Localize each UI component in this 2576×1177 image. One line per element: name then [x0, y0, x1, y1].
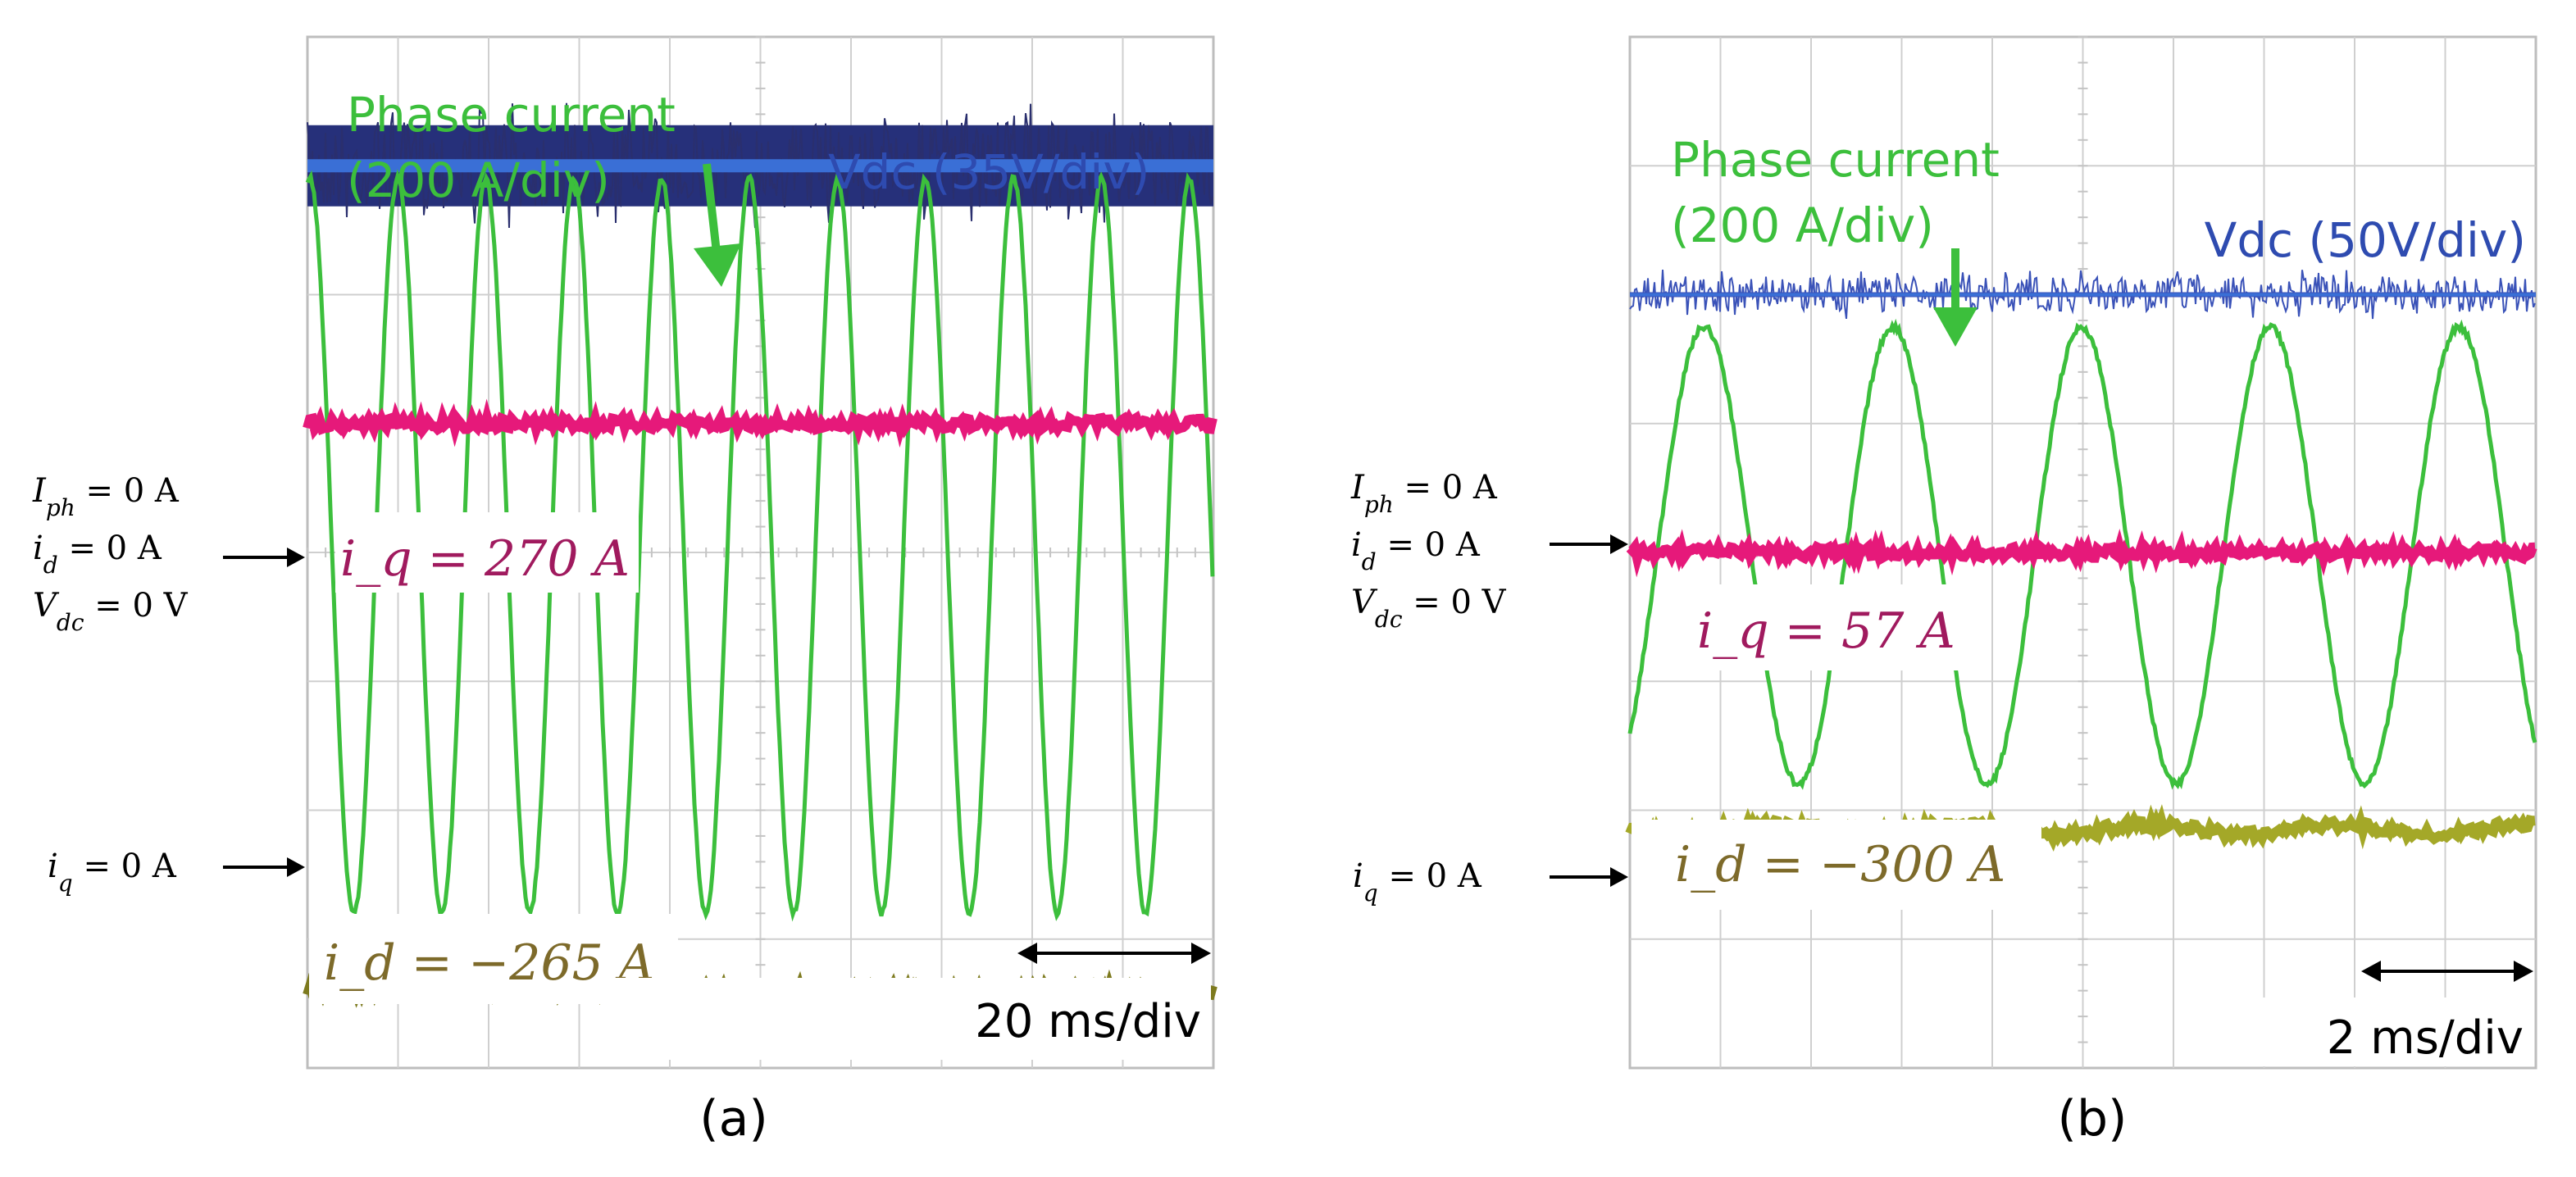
marker-vdc-rest-b: = 0 V — [1403, 584, 1507, 621]
marker-id-zero: id = 0 A — [33, 529, 162, 579]
time-scale-arrow-b — [2361, 961, 2533, 982]
marker-iph-rest: = 0 A — [75, 472, 180, 510]
phase-current-arrow-a — [694, 163, 741, 287]
vdc-noise-trace-b — [1629, 270, 2536, 320]
vdc-scale-label-b: Vdc (50V/div) — [2205, 212, 2526, 268]
scope-b: Iph = 0 A id = 0 A Vdc = 0 V iq = 0 A — [1350, 35, 2537, 1147]
marker-iph-sub-b: ph — [1364, 491, 1394, 518]
marker-vdc-base-b: V — [1351, 584, 1378, 621]
phase-current-trace — [305, 169, 1215, 922]
vdc-scale-label: Vdc (35V/div) — [828, 144, 1149, 200]
annotations-a: Phase current (200 A/div) Vdc (35V/div) … — [309, 87, 1211, 1060]
marker-iph-rest-b: = 0 A — [1394, 469, 1498, 507]
marker-vdc-base: V — [33, 587, 60, 625]
iq-label-bg-b — [1679, 584, 1966, 670]
time-scale-label-b: 2 ms/div — [2327, 1011, 2524, 1065]
phase-current-label-line2: (200 A/div) — [347, 152, 610, 208]
phase-current-label-line1-b: Phase current — [1671, 132, 2000, 188]
panel-label-b: (b) — [2058, 1090, 2128, 1147]
marker-iq-base-b: i — [1353, 857, 1363, 895]
iq-zero-arrow-a — [223, 857, 305, 877]
marker-vdc-zero: Vdc = 0 V — [33, 587, 189, 636]
iq-value-label-b: i_q = 57 A — [1697, 602, 1955, 660]
phase-current-label-line2-b: (200 A/div) — [1671, 198, 1934, 253]
time-scale-arrow-a — [1017, 943, 1211, 964]
marker-iq-zero-b: iq = 0 A — [1353, 857, 1482, 907]
zero-arrow-a — [223, 548, 305, 567]
zero-arrow-b — [1550, 534, 1628, 554]
left-markers-b: Iph = 0 A id = 0 A Vdc = 0 V iq = 0 A — [1350, 469, 1628, 907]
marker-vdc-sub-b: dc — [1375, 606, 1403, 633]
iq-trace — [303, 398, 1217, 448]
marker-vdc-rest: = 0 V — [84, 587, 189, 625]
traces-b — [1625, 270, 2537, 856]
time-scale-label: 20 ms/div — [975, 995, 1201, 1048]
iq-value-text-b: i_q = 57 A — [1697, 602, 1955, 660]
marker-iph-sub: ph — [46, 494, 75, 521]
marker-iq-rest: = 0 A — [73, 848, 177, 885]
marker-vdc-zero-b: Vdc = 0 V — [1351, 584, 1507, 633]
marker-id-sub-b: d — [1362, 548, 1377, 575]
scope-a: Iph = 0 A id = 0 A Vdc = 0 V iq = 0 A — [32, 35, 1217, 1147]
plot-area-b: Phase current (200 A/div) Vdc (50V/div) … — [1625, 35, 2537, 1070]
marker-iq-rest-b: = 0 A — [1378, 857, 1482, 895]
id-value-text: i_d = −265 A — [324, 934, 654, 992]
phase-current-trace-b — [1627, 318, 2537, 790]
phase-current-arrow-b — [1933, 248, 1978, 347]
id-value-label-b: i_d = −300 A — [1675, 836, 2005, 893]
iq-value-text: i_q = 270 A — [340, 530, 630, 588]
panel-label-a: (a) — [699, 1090, 768, 1147]
marker-iq-sub-b: q — [1363, 879, 1378, 907]
iq-trace-b — [1626, 528, 2537, 578]
time-scale-bg-b — [2261, 997, 2533, 1066]
marker-vdc-sub: dc — [57, 609, 84, 636]
left-markers-a: Iph = 0 A id = 0 A Vdc = 0 V iq = 0 A — [32, 472, 305, 897]
marker-iq-sub: q — [58, 870, 73, 897]
plot-area-a: Phase current (200 A/div) Vdc (35V/div) … — [303, 35, 1217, 1070]
marker-iq-base: i — [48, 848, 58, 885]
marker-id-zero-b: id = 0 A — [1351, 526, 1481, 575]
id-value-text-b: i_d = −300 A — [1675, 836, 2005, 893]
marker-iph-base: I — [32, 472, 47, 510]
marker-iph-zero-b: Iph = 0 A — [1350, 469, 1498, 518]
id-label-bg-b — [1632, 820, 2041, 910]
iq-label-bg — [335, 512, 639, 593]
id-value-label: i_d = −265 A — [324, 934, 654, 992]
marker-iq-zero: iq = 0 A — [48, 848, 177, 897]
time-scale-bg — [611, 978, 1211, 1060]
panel-b: Iph = 0 A id = 0 A Vdc = 0 V iq = 0 A — [1279, 0, 2576, 1177]
marker-iph-zero: Iph = 0 A — [32, 472, 180, 521]
marker-id-base: i — [33, 529, 43, 567]
iq-value-label: i_q = 270 A — [340, 530, 630, 588]
marker-iph-base-b: I — [1350, 469, 1365, 507]
marker-id-rest: = 0 A — [58, 529, 162, 567]
annotations-b: Phase current (200 A/div) Vdc (50V/div) … — [1632, 132, 2533, 1066]
marker-id-sub: d — [43, 552, 58, 579]
panel-a: Iph = 0 A id = 0 A Vdc = 0 V iq = 0 A — [0, 0, 1238, 1177]
marker-id-base-b: i — [1351, 526, 1362, 564]
iq-zero-arrow-b — [1550, 867, 1628, 887]
marker-id-rest-b: = 0 A — [1377, 526, 1481, 564]
phase-current-label-line1: Phase current — [347, 87, 676, 143]
